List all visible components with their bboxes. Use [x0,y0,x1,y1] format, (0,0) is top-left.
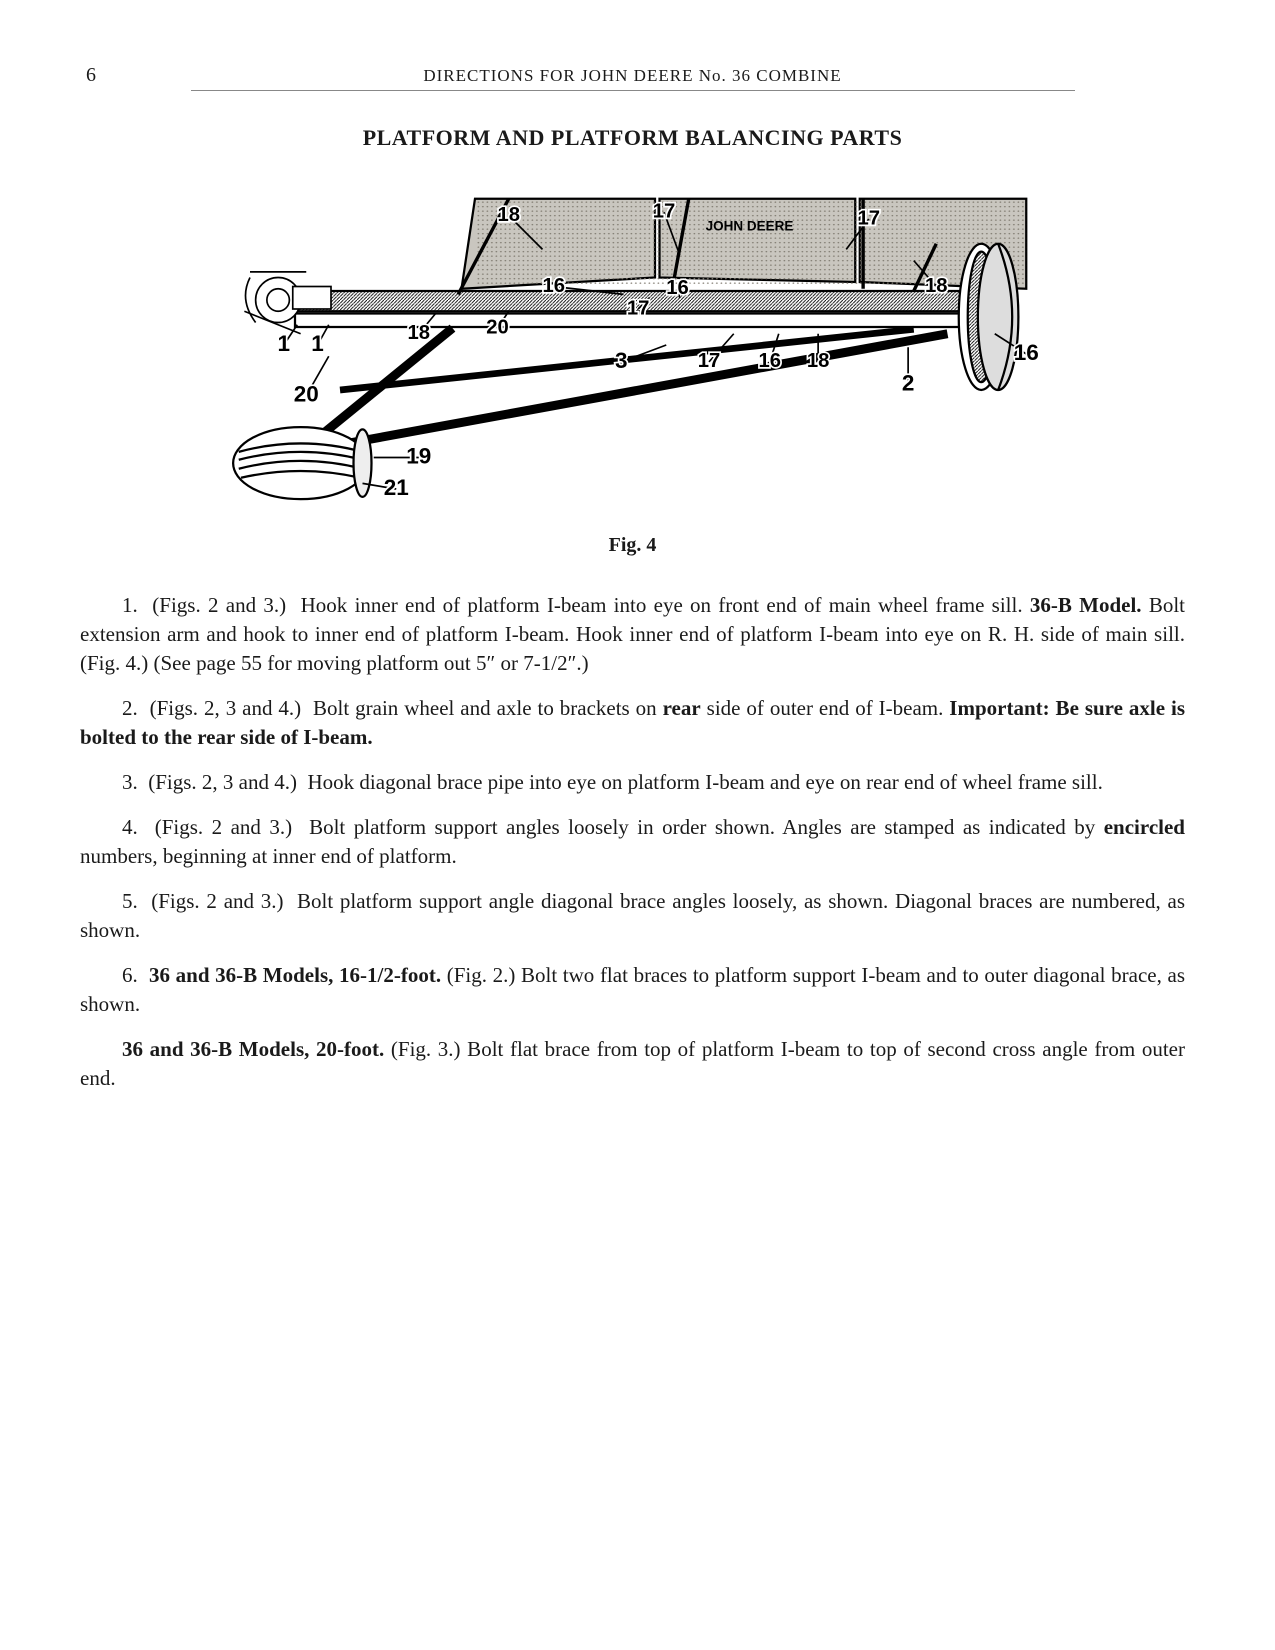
callout-label: 3 [615,348,628,373]
callout-label: 16 [666,277,689,299]
instruction-step: 5. (Figs. 2 and 3.) Bolt platform suppor… [80,887,1185,945]
callout-label: 17 [857,207,880,229]
running-head: DIRECTIONS FOR JOHN DEERE No. 36 COMBINE [191,66,1075,91]
callout-label: 2 [902,370,915,395]
instruction-step: 6. 36 and 36-B Models, 16-1/2-foot. (Fig… [80,961,1185,1019]
callout-label: 16 [542,275,565,297]
callout-label: 16 [1014,340,1039,365]
callout-label: 21 [384,475,409,500]
callout-label: 1 [277,331,290,356]
callout-label: 18 [407,322,430,344]
instruction-step: 2. (Figs. 2, 3 and 4.) Bolt grain wheel … [80,694,1185,752]
callout-label: 18 [925,275,948,297]
callout-label: 19 [406,443,431,468]
callout-label: 17 [627,297,650,319]
callout-label: 18 [807,350,830,372]
figure-4-svg: JOHN DEERE 18 17 17 11 16 17 16 18 20 3 17 16 18 18 16… [80,165,1185,525]
instruction-body: 1. (Figs. 2 and 3.) Hook inner end of pl… [80,591,1185,1093]
callout-label: 16 [758,350,781,372]
instruction-step: 3. (Figs. 2, 3 and 4.) Hook diagonal bra… [80,768,1185,797]
instruction-step: 4. (Figs. 2 and 3.) Bolt platform suppor… [80,813,1185,871]
section-title: PLATFORM AND PLATFORM BALANCING PARTS [80,125,1185,151]
instruction-step: 1. (Figs. 2 and 3.) Hook inner end of pl… [80,591,1185,678]
page-number: 6 [86,64,96,87]
instruction-step: 36 and 36-B Models, 20-foot. (Fig. 3.) B… [80,1035,1185,1093]
callout-label: 17 [698,350,721,372]
callout-label: 18 [497,204,520,226]
figure-caption: Fig. 4 [80,534,1185,557]
callout-label: 17 [653,201,676,223]
callout-label: 1 [311,331,324,356]
figure-4: JOHN DEERE 18 17 17 11 16 17 16 18 20 3 17 16 18 18 16… [80,165,1185,557]
callout-label: 20 [294,382,319,407]
callout-label: 20 [486,316,509,338]
figure-brand-label: JOHN DEERE [706,218,794,233]
